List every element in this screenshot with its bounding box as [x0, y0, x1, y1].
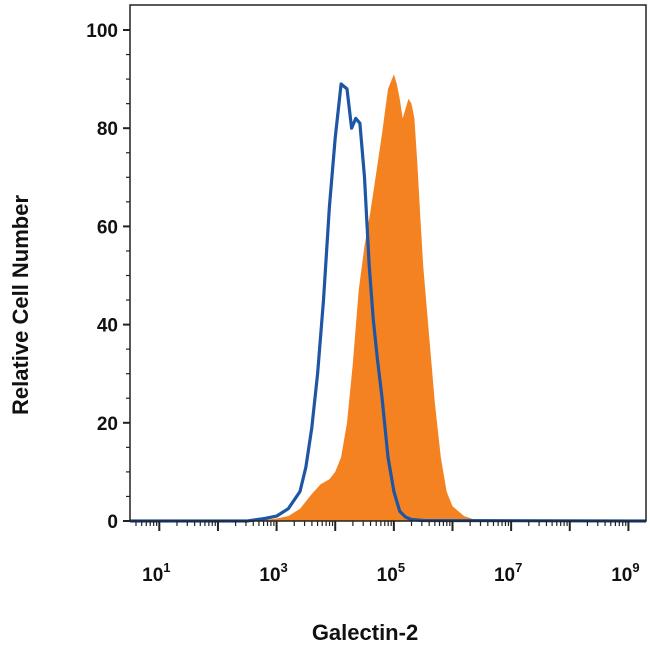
- y-axis-title: Relative Cell Number: [8, 195, 33, 416]
- x-tick-label: 103: [259, 560, 287, 586]
- x-tick-label: 101: [142, 560, 170, 586]
- series-line-histogram: [130, 82, 647, 523]
- y-tick-label: 60: [97, 217, 118, 238]
- y-tick-label: 20: [97, 414, 118, 435]
- y-tick-label: 100: [86, 21, 118, 42]
- x-tick-label: 109: [611, 560, 639, 586]
- axes: 0 20 40 60 80 100 101 103 105 107 109: [86, 4, 647, 586]
- y-tick-label: 0: [107, 512, 118, 533]
- x-tick-label: 107: [494, 560, 522, 586]
- y-tick-label: 80: [97, 119, 118, 140]
- y-tick-label: 40: [97, 316, 118, 337]
- series-filled-histogram: [130, 74, 646, 521]
- x-axis-title: Galectin-2: [312, 620, 418, 645]
- plot-area: [130, 74, 647, 523]
- x-tick-label: 105: [377, 560, 405, 586]
